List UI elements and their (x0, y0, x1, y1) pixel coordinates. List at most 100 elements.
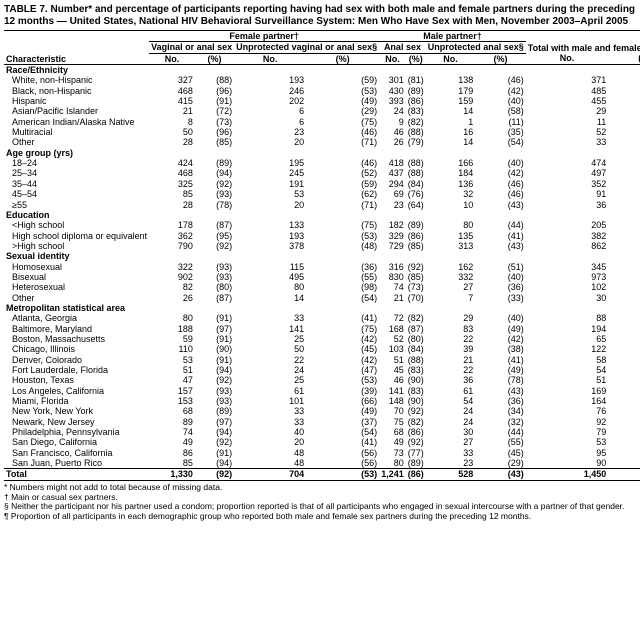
cell: 1,330 (149, 469, 195, 480)
cell: 202 (234, 96, 306, 106)
cell: 48 (234, 448, 306, 458)
cell: 51 (526, 375, 608, 385)
row-label: Education (4, 210, 149, 220)
cell: 245 (234, 168, 306, 178)
cell: 141 (379, 386, 406, 396)
cell: (80) (406, 334, 426, 344)
cell (406, 210, 426, 220)
cell: 191 (234, 179, 306, 189)
table-row: Miami, Florida153(93)101(66)148(90)54(36… (4, 396, 640, 406)
cell (234, 148, 306, 158)
cell: (71) (306, 200, 379, 210)
cell: (70) (406, 293, 426, 303)
cell: (42) (475, 86, 526, 96)
cell: (86) (406, 469, 426, 480)
cell (379, 65, 406, 76)
cell (475, 210, 526, 220)
cell: 393 (379, 96, 406, 106)
cell: (92) (195, 179, 234, 189)
row-label: Boston, Massachusetts (4, 334, 149, 344)
table-row: San Juan, Puerto Rico85(94)48(56)80(89)2… (4, 458, 640, 469)
row-label: Los Angeles, California (4, 386, 149, 396)
footnotes: * Numbers might not add to total because… (4, 483, 640, 522)
cell: 80 (426, 220, 476, 230)
cell: 110 (149, 344, 195, 354)
cell: 332 (426, 272, 476, 282)
cell (426, 210, 476, 220)
cell: 474 (526, 158, 608, 168)
cell: 164 (526, 396, 608, 406)
cell: (36) (608, 293, 640, 303)
cell: (12) (608, 313, 640, 323)
cell: 74 (149, 427, 195, 437)
cell: 70 (379, 406, 406, 416)
table-row: Heterosexual82(80)80(98)74(73)27(36)102(… (4, 282, 640, 292)
row-label: 18–24 (4, 158, 149, 168)
cell: 148 (379, 396, 406, 406)
row-label: ≥55 (4, 200, 149, 210)
cell: (13) (608, 437, 640, 447)
cell: 168 (379, 324, 406, 334)
cell: (42) (475, 168, 526, 178)
cell: (58) (475, 106, 526, 116)
cell: 133 (234, 220, 306, 230)
cell: 21 (379, 293, 406, 303)
cell: 495 (234, 272, 306, 282)
cell: 16 (426, 127, 476, 137)
cell: (87) (195, 293, 234, 303)
table-row: White, non-Hispanic327(88)193(59)301(81)… (4, 75, 640, 85)
cell: 75 (379, 417, 406, 427)
cell: (46) (475, 189, 526, 199)
cell: 30 (526, 293, 608, 303)
cell: (92) (195, 437, 234, 447)
cell: (86) (406, 96, 426, 106)
cell: (40) (475, 96, 526, 106)
cell: 90 (526, 458, 608, 469)
cell: 52 (526, 127, 608, 137)
cell: (16) (608, 427, 640, 437)
cell: (55) (306, 272, 379, 282)
cell: 80 (149, 313, 195, 323)
cell: (9) (608, 189, 640, 199)
cell: (81) (406, 75, 426, 85)
col-no: No. (379, 53, 406, 64)
cell: 36 (426, 375, 476, 385)
cell: (78) (195, 200, 234, 210)
table-row: San Diego, California49(92)20(41)49(92)2… (4, 437, 640, 447)
cell: 14 (426, 106, 476, 116)
cell: 973 (526, 272, 608, 282)
cell: 178 (149, 220, 195, 230)
cell: (90) (406, 396, 426, 406)
cell: 29 (526, 106, 608, 116)
cell: (56) (306, 458, 379, 469)
cell: 49 (379, 437, 406, 447)
cell: 21 (149, 106, 195, 116)
cell: 69 (379, 189, 406, 199)
cell: 20 (234, 137, 306, 147)
cell: (53) (306, 469, 379, 480)
cell: 329 (379, 231, 406, 241)
cell: (41) (306, 313, 379, 323)
cell: (40) (475, 272, 526, 282)
cell (406, 251, 426, 261)
cell: (85) (406, 241, 426, 251)
cell (406, 148, 426, 158)
cell: 205 (526, 220, 608, 230)
cell: (64) (406, 200, 426, 210)
cell: 362 (149, 231, 195, 241)
cell: (89) (406, 458, 426, 469)
cell: 58 (526, 355, 608, 365)
cell: (17) (608, 96, 640, 106)
cell: (28) (608, 86, 640, 96)
cell (234, 251, 306, 261)
cell: 193 (234, 231, 306, 241)
cell: (6) (608, 106, 640, 116)
cell: (96) (195, 86, 234, 96)
col-no: No. (149, 53, 195, 64)
cell (195, 65, 234, 76)
cell (608, 148, 640, 158)
cell: (66) (306, 396, 379, 406)
cell: 10 (426, 200, 476, 210)
cell: (40) (475, 313, 526, 323)
cell (195, 210, 234, 220)
